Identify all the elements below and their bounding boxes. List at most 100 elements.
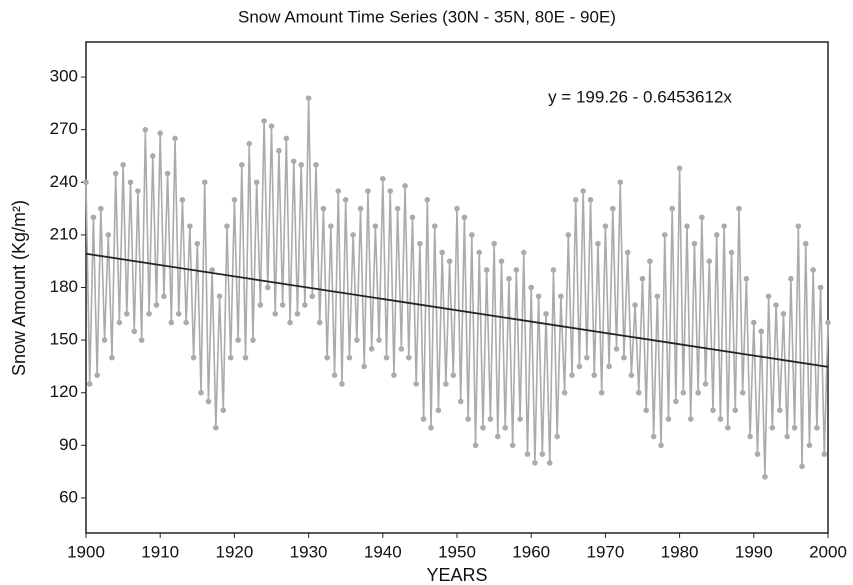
data-point [502, 424, 509, 431]
data-point [164, 170, 171, 177]
data-point [172, 135, 178, 142]
data-point [138, 337, 145, 343]
data-point [728, 249, 735, 256]
data-point [209, 267, 215, 273]
data-point [213, 424, 219, 431]
data-point [647, 258, 653, 264]
data-point [283, 135, 290, 142]
data-point [661, 232, 668, 238]
data-point [439, 249, 445, 256]
data-point [528, 284, 534, 291]
data-point [220, 407, 227, 414]
data-point [380, 175, 386, 182]
data-point [506, 275, 512, 282]
data-point [806, 442, 813, 449]
data-line [85, 98, 829, 477]
data-point [743, 275, 750, 282]
x-tick-label: 1950 [438, 542, 476, 561]
data-point [480, 424, 486, 431]
data-point [135, 188, 141, 194]
data-point [532, 460, 538, 466]
data-point [250, 337, 256, 343]
data-point [339, 381, 345, 387]
data-point [287, 319, 293, 326]
data-point [495, 433, 501, 440]
data-point [420, 416, 427, 422]
data-point [784, 433, 790, 440]
data-point [558, 293, 564, 300]
data-point [762, 474, 768, 480]
data-point [354, 337, 360, 343]
data-point [264, 284, 271, 291]
data-point [632, 302, 638, 308]
x-tick-label: 1990 [735, 542, 773, 561]
data-point [261, 118, 267, 124]
data-point [142, 126, 149, 133]
data-point [780, 311, 787, 317]
data-point [617, 179, 624, 186]
data-point [725, 424, 731, 431]
data-point [788, 275, 794, 282]
data-point [90, 214, 97, 221]
data-point [610, 205, 616, 212]
data-point [242, 354, 249, 361]
data-point [565, 232, 572, 238]
data-point [635, 389, 642, 396]
data-point [791, 424, 798, 431]
data-point [465, 416, 471, 422]
data-point [435, 407, 442, 414]
data-point [454, 205, 460, 212]
data-point [624, 249, 631, 256]
data-point [591, 372, 598, 378]
x-tick-label: 1900 [67, 542, 105, 561]
data-point [710, 407, 716, 414]
data-point [302, 302, 308, 308]
data-point [391, 372, 397, 378]
data-point [769, 424, 776, 431]
data-point [109, 354, 115, 361]
data-point [309, 293, 316, 300]
data-point [387, 188, 394, 194]
y-axis-label: Snow Amount (Kg/m²) [9, 200, 29, 376]
data-point [424, 197, 431, 203]
data-point [554, 433, 560, 440]
data-point [361, 363, 368, 370]
data-point [684, 223, 690, 229]
data-point [342, 197, 349, 203]
data-point [268, 123, 275, 129]
data-point [795, 223, 802, 229]
x-tick-label: 1920 [215, 542, 253, 561]
data-point [120, 161, 126, 168]
data-point [161, 293, 167, 300]
data-point [758, 328, 765, 335]
y-tick-label: 90 [59, 435, 78, 454]
data-point [205, 398, 212, 405]
x-axis-label: YEARS [426, 565, 487, 585]
x-tick-label: 1940 [364, 542, 402, 561]
data-point [331, 372, 338, 378]
data-point [602, 223, 609, 229]
data-point [376, 337, 382, 343]
data-point [294, 311, 301, 317]
y-tick-label: 120 [50, 382, 78, 401]
data-point [224, 223, 230, 229]
y-tick-label: 270 [50, 119, 78, 138]
data-point [346, 354, 353, 361]
data-point [146, 311, 152, 317]
data-point [365, 188, 371, 194]
data-point [183, 319, 189, 326]
data-point [706, 258, 713, 264]
data-point [101, 337, 108, 343]
data-point [105, 232, 112, 238]
data-point [543, 311, 549, 317]
data-point [328, 223, 334, 229]
data-point [751, 319, 757, 326]
data-point [457, 398, 464, 405]
data-point [643, 407, 650, 414]
data-point [476, 249, 483, 256]
y-tick-label: 150 [50, 330, 78, 349]
data-point [658, 442, 664, 449]
y-tick-label: 210 [50, 224, 78, 243]
data-point [127, 179, 134, 186]
y-tick-label: 180 [50, 277, 78, 296]
